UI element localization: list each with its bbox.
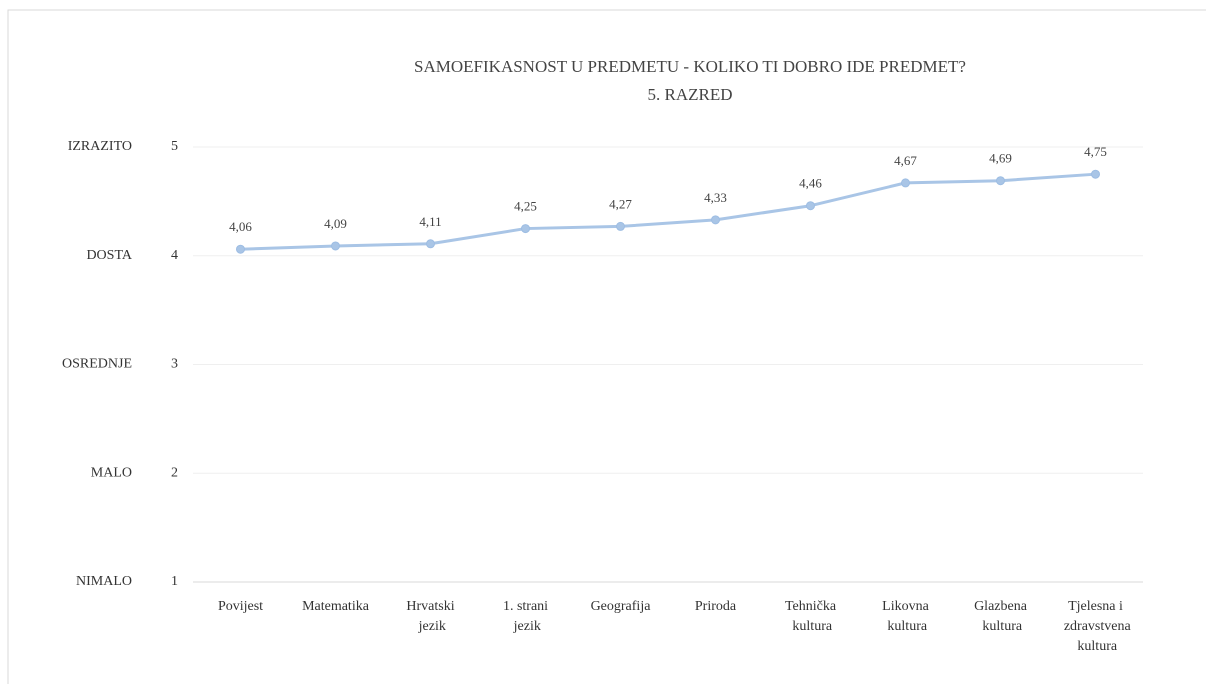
- x-tick-label: Tehnička kultura: [785, 599, 837, 634]
- marker: [806, 201, 815, 211]
- x-tick-label: Likovna kultura: [882, 599, 929, 634]
- value-label: 4,27: [609, 196, 632, 211]
- x-tick-label: Geografija: [591, 599, 652, 614]
- y-scale-name: DOSTA: [86, 248, 132, 263]
- y-tick-label: 1: [171, 574, 178, 589]
- x-tick-label: Matematika: [302, 599, 370, 614]
- y-scale-name: NIMALO: [76, 574, 132, 589]
- y-tick-label: 4: [171, 248, 178, 263]
- frame: [7, 9, 1206, 684]
- y-tick-label: 2: [171, 465, 178, 480]
- y-tick-label: 5: [171, 139, 178, 154]
- y-scale-name: OSREDNJE: [62, 357, 132, 372]
- chart-title: SAMOEFIKASNOST U PREDMETU - KOLIKO TI DO…: [414, 57, 966, 76]
- marker: [1091, 169, 1100, 179]
- y-scale-name: IZRAZITO: [68, 139, 132, 154]
- x-tick-label: 1. strani jezik: [503, 599, 548, 634]
- marker: [331, 241, 340, 251]
- x-tick-label: Povijest: [218, 599, 263, 614]
- value-label: 4,06: [229, 219, 252, 234]
- value-label: 4,69: [989, 151, 1012, 166]
- value-label: 4,46: [799, 176, 822, 191]
- marker: [426, 239, 435, 249]
- line: [240, 172, 1096, 251]
- x-tick-label: Priroda: [695, 599, 737, 614]
- value-label: 4,09: [324, 216, 347, 231]
- y-scale-name: MALO: [91, 465, 132, 480]
- marker: [711, 215, 720, 225]
- marker: [901, 178, 910, 188]
- value-label: 4,67: [894, 153, 917, 168]
- value-label: 4,33: [704, 190, 727, 205]
- chart-subtitle: 5. RAZRED: [648, 85, 733, 104]
- marker: [616, 221, 625, 231]
- x-tick-label: Hrvatski jezik: [406, 599, 454, 634]
- x-tick-label: Tjelesna i zdravstvena kultura: [1060, 599, 1131, 654]
- marker: [996, 176, 1005, 186]
- marker: [236, 244, 245, 254]
- value-label: 4,25: [514, 199, 537, 214]
- x-tick-label: Glazbena kultura: [974, 599, 1028, 634]
- value-label: 4,11: [419, 214, 441, 229]
- marker: [521, 224, 530, 234]
- y-tick-label: 3: [171, 357, 178, 372]
- value-label: 4,75: [1084, 144, 1107, 159]
